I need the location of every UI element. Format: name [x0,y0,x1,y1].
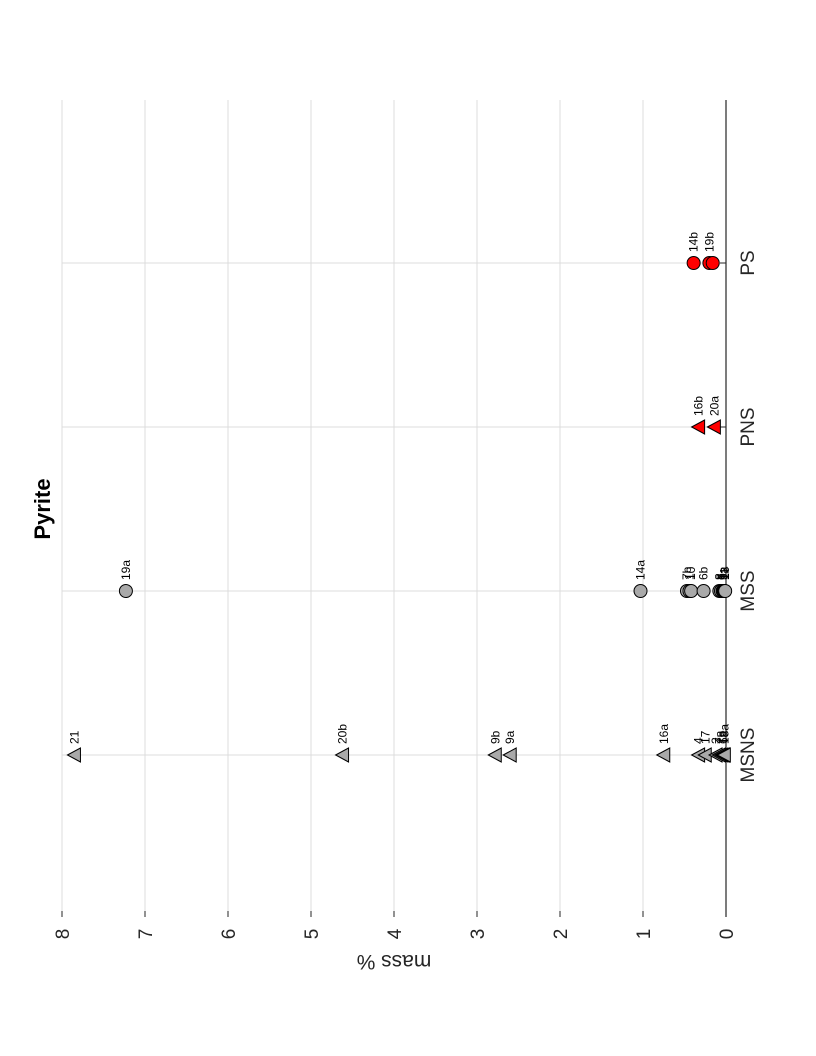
data-point [686,256,701,270]
data-label: 3 [714,573,728,580]
data-label: 16b [692,396,706,416]
tick-label: 1 [634,929,655,940]
data-point [706,419,721,435]
data-point [118,584,133,598]
data-label: 17 [698,730,712,744]
tick-label: 5 [302,929,323,940]
tick-label: 4 [385,928,406,939]
tick-label: 6 [219,929,240,940]
data-label: 14a [634,560,648,580]
data-label: 7a [712,730,726,744]
tick-label: 8 [53,929,74,940]
data-label: 10 [684,566,698,580]
data-point [655,747,671,763]
category-label: PS [738,250,759,275]
data-point [684,584,699,598]
data-label: 19b [702,232,716,252]
data-point [696,584,711,598]
data-label: 20a [707,396,721,416]
data-label: 20b [336,724,350,744]
category-label: MSS [738,570,759,611]
data-point [487,747,502,763]
data-label: 21 [67,730,81,744]
data-label: 9a [717,566,731,580]
tick-label: 3 [468,929,489,940]
y-axis-title: mass % [357,950,432,973]
data-label: 18a [717,724,731,744]
data-label: 9b [488,730,502,744]
category-label: PNS [738,407,759,446]
tick-label: 2 [551,929,572,940]
gridlines [61,100,726,917]
data-point [716,747,731,763]
data-label: 16a [657,724,671,744]
data-point [334,747,350,763]
data-label: 6a [717,730,731,744]
category-label: MSNS [738,728,759,783]
data-label: 7b [680,566,694,580]
data-label: 6b [697,566,711,580]
data-label: 7b [715,730,729,744]
data-point [718,584,733,598]
data-label: 4 [692,737,706,744]
chart-title: Pyrite [30,478,55,539]
tick-label: 7 [136,929,157,940]
data-point [66,747,81,763]
data-point [705,256,720,270]
data-label: 9a [503,730,517,744]
y-axis-ticks: 0 1 2 3 4 5 6 7 8 [53,262,738,940]
data-label: 11 [717,567,731,580]
data-label: 14b [687,232,701,252]
data-label: 2 [709,737,723,744]
data-label: 1 [682,573,696,580]
data-label: 5 [716,573,730,580]
x-axis-categories: MSNS MSS PNS PS [738,250,759,782]
data-point [502,747,517,763]
data-label: 19a [119,560,133,580]
tick-label: 0 [717,929,738,940]
data-label: 8 [712,573,726,580]
data-point [690,419,706,435]
data-label: 13 [718,566,732,580]
data-point [633,584,648,598]
